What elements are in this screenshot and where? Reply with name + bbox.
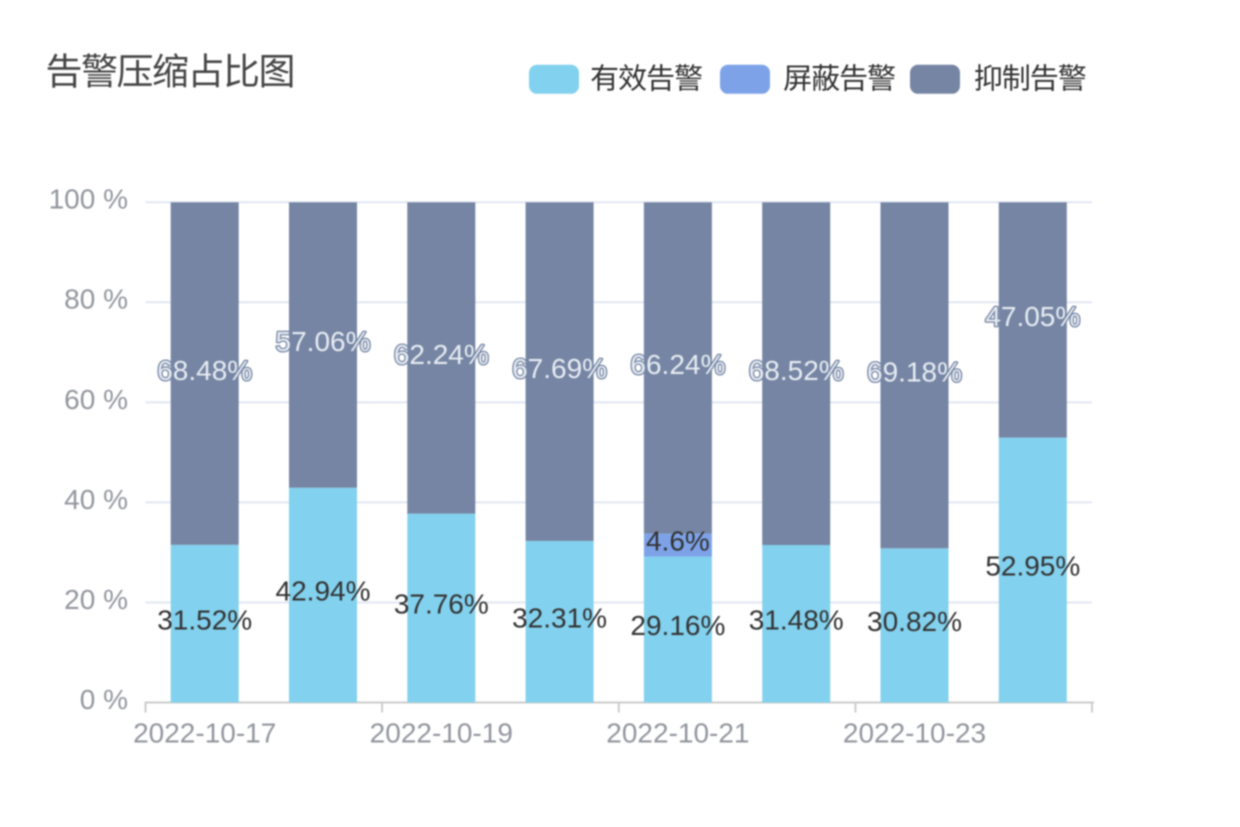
svg-text:31.48%: 31.48% [749,604,844,635]
svg-text:67.69%: 67.69% [512,353,607,384]
svg-text:32.31%: 32.31% [512,602,607,633]
svg-text:68.52%: 68.52% [749,355,844,386]
svg-text:68.48%: 68.48% [157,355,252,386]
svg-text:30.82%: 30.82% [867,606,962,637]
svg-text:60 %: 60 % [64,384,128,415]
svg-text:69.18%: 69.18% [867,357,962,388]
svg-text:62.24%: 62.24% [394,339,489,370]
svg-text:42.94%: 42.94% [276,576,371,607]
svg-text:2022-10-23: 2022-10-23 [843,718,986,749]
svg-text:0 %: 0 % [80,684,128,715]
svg-text:40 %: 40 % [64,484,128,515]
svg-text:2022-10-17: 2022-10-17 [133,718,276,749]
svg-text:52.95%: 52.95% [985,551,1080,582]
svg-text:37.76%: 37.76% [394,589,489,620]
svg-text:66.24%: 66.24% [630,349,725,380]
svg-text:2022-10-19: 2022-10-19 [370,718,513,749]
svg-text:100 %: 100 % [49,184,128,215]
svg-text:47.05%: 47.05% [985,301,1080,332]
svg-text:4.6%: 4.6% [646,526,710,557]
svg-text:29.16%: 29.16% [630,610,725,641]
svg-text:57.06%: 57.06% [276,326,371,357]
svg-text:20 %: 20 % [64,584,128,615]
svg-text:31.52%: 31.52% [157,604,252,635]
svg-text:2022-10-21: 2022-10-21 [606,718,749,749]
svg-text:80 %: 80 % [64,284,128,315]
